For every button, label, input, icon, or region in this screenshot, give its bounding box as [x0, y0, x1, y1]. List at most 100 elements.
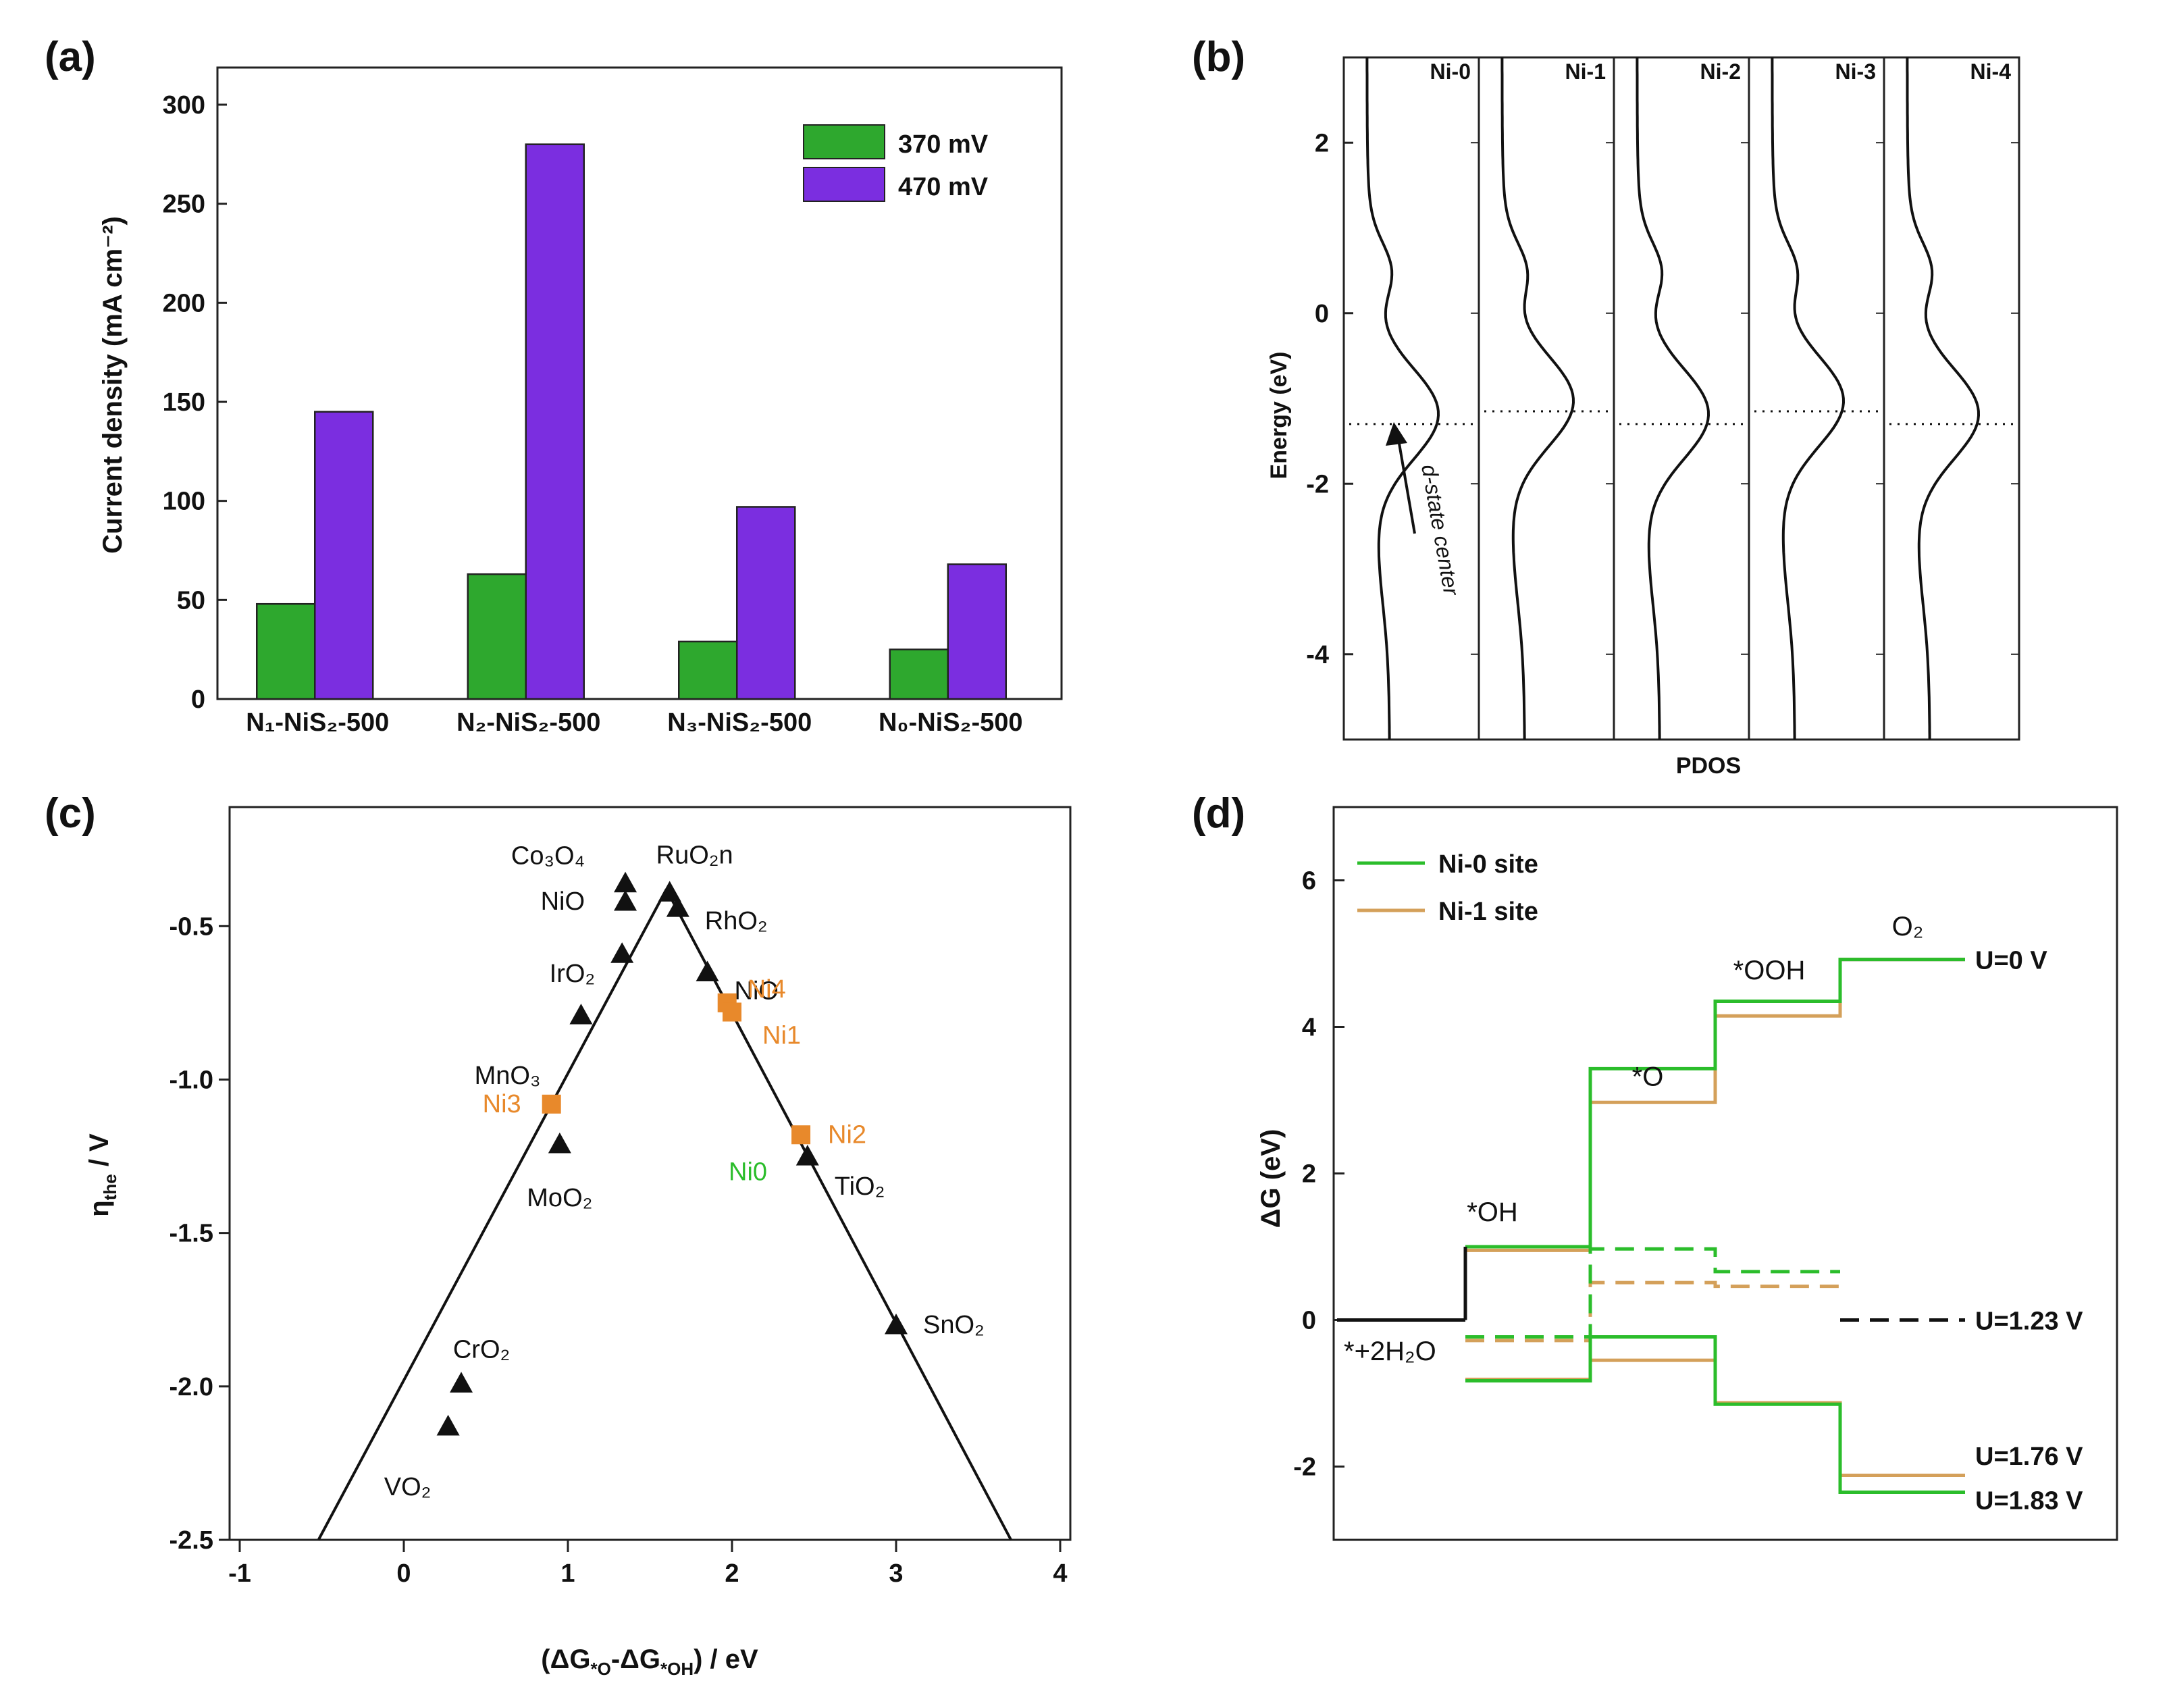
panel-c-axes: -1 0 1 2 3 4 -2.5 -2.0 -1.5 -1.0 -0.5	[169, 912, 1068, 1588]
y-tick-label: 2	[1302, 1160, 1316, 1189]
y-tick-label: -4	[1306, 641, 1329, 669]
panel-label-b: (b)	[1192, 34, 1245, 80]
y-tick-label: 0	[1302, 1307, 1316, 1335]
pdos-panel-label-4: Ni-4	[1970, 59, 2012, 84]
bar-470mv-2	[525, 143, 585, 700]
legend-label-ni1: Ni-1 site	[1438, 898, 1538, 926]
volcano-point-triangle	[610, 942, 634, 963]
volcano-point-label: MoO₂	[527, 1184, 592, 1212]
panel-a-y-axis: 0 50 100 150 200 250 300	[163, 91, 227, 714]
panel-label-a: (a)	[45, 34, 96, 80]
y-tick-label: 150	[163, 388, 205, 417]
panel-d-step-lines	[1337, 958, 1965, 1494]
panel-a-bar-chart: 0 50 100 150 200 250 300 N₁-NiS₂-500 N₂-NiS₂-50…	[98, 66, 1063, 737]
bar-470mv-1	[314, 411, 374, 700]
x-tick-label: 3	[889, 1559, 903, 1588]
y-tick-label: -2.0	[169, 1373, 213, 1401]
x-category-label: N₃-NiS₂-500	[667, 708, 812, 737]
d-state-center-arrow	[1396, 435, 1416, 534]
volcano-point-triangle	[614, 871, 637, 893]
ni-site-label: Ni0	[729, 1158, 767, 1186]
panel-c-ylabel-sub: the	[100, 1174, 120, 1200]
volcano-point-triangle	[696, 960, 719, 982]
panel-c-ylabel-main: η	[84, 1200, 114, 1216]
panel-a-y-axis-label: Current density (mA cm⁻²)	[98, 216, 128, 554]
volcano-point-label: SnO₂	[923, 1311, 985, 1339]
legend-swatch-370mv	[803, 124, 885, 159]
d-state-center-arrowhead	[1386, 422, 1407, 446]
step-label: *OH	[1467, 1197, 1518, 1227]
volcano-point-label: VO₂	[384, 1473, 432, 1501]
pdos-curve-3	[1771, 57, 1846, 740]
y-tick-label: 0	[191, 685, 205, 714]
panel-label-d: (d)	[1192, 790, 1245, 837]
y-tick-label: 4	[1302, 1014, 1316, 1042]
y-tick-label: -2	[1293, 1453, 1316, 1482]
panel-c-xlabel-part-3: -ΔG	[611, 1645, 660, 1674]
y-tick-label: 50	[177, 586, 205, 615]
y-tick-label: -2	[1306, 470, 1329, 498]
ni0-u123-path	[1465, 1247, 1840, 1339]
panel-label-c: (c)	[45, 790, 96, 837]
legend-swatch-470mv	[803, 167, 885, 202]
potential-label: U=0 V	[1975, 947, 2047, 975]
ni-site-label: Ni2	[828, 1120, 866, 1149]
pdos-curve-4	[1906, 57, 1981, 740]
pdos-panel-label-3: Ni-3	[1835, 59, 1876, 84]
volcano-left-line	[317, 888, 668, 1541]
volcano-point-label: NiO	[735, 977, 779, 1005]
volcano-point-triangle	[569, 1004, 593, 1025]
volcano-point-triangle	[436, 1414, 460, 1436]
volcano-point-triangle	[548, 1132, 571, 1154]
y-tick-label: 6	[1302, 867, 1316, 896]
potential-label: U=1.76 V	[1975, 1443, 2083, 1471]
x-tick-label: 2	[725, 1559, 739, 1588]
bar-370mv-4	[889, 648, 949, 700]
volcano-point-triangle	[450, 1372, 473, 1393]
bar-370mv-2	[467, 573, 527, 700]
legend-label-370mv: 370 mV	[898, 130, 989, 159]
x-category-label: N₂-NiS₂-500	[456, 708, 600, 737]
ni-site-label: Ni3	[483, 1090, 521, 1118]
pdos-curve-0	[1365, 57, 1440, 740]
bar-470mv-4	[947, 563, 1007, 700]
panel-b-x-axis-label: PDOS	[1676, 753, 1741, 779]
ni-site-marker	[723, 1002, 741, 1022]
panel-d-y-axis-label: ΔG (eV)	[1256, 1129, 1286, 1228]
y-tick-label: 100	[163, 488, 205, 516]
panel-c-frame	[228, 806, 1072, 1541]
bar-370mv-3	[678, 640, 738, 700]
y-tick-label: 250	[163, 190, 205, 219]
panel-d-y-axis: -2 0 2 4 6	[1293, 867, 1344, 1482]
panel-b-pdos-panels: Ni-0 Ni-1 Ni-2 Ni-3 Ni-4	[1342, 56, 2020, 741]
ni-site-label: Ni4	[748, 975, 786, 1004]
panel-d-legend: Ni-0 site Ni-1 site	[1357, 850, 1538, 926]
panel-a-bars	[256, 143, 1007, 700]
panel-c-ylabel-tail: / V	[84, 1133, 114, 1174]
panel-c-xlabel-part-2: *O	[590, 1659, 610, 1679]
y-tick-label: -1.5	[169, 1220, 213, 1248]
x-tick-label: 1	[560, 1559, 575, 1588]
step-label: O₂	[1892, 912, 1924, 941]
legend-label-ni0: Ni-0 site	[1438, 850, 1538, 879]
panel-b-y-axis-label: Energy (eV)	[1266, 352, 1292, 480]
legend-label-470mv: 470 mV	[898, 173, 989, 201]
panel-a-x-axis: N₁-NiS₂-500 N₂-NiS₂-500 N₃-NiS₂-500 N₀-NiS₂…	[246, 708, 1022, 737]
volcano-point-triangle	[666, 896, 689, 917]
panel-c-points: Co₃O₄ NiO RuO₂n RhO₂ IrO₂ NiO MnO₃ MoO₂ TiO₂ SnO₂…	[384, 841, 985, 1501]
ni1-u123-path	[1465, 1280, 1840, 1343]
volcano-point-label: RuO₂n	[656, 841, 733, 869]
potential-label: U=1.83 V	[1975, 1486, 2083, 1515]
bar-370mv-1	[256, 602, 316, 700]
ni-site-marker	[542, 1094, 561, 1114]
volcano-point-label: IrO₂	[550, 960, 596, 988]
ni0-u183-path	[1465, 1335, 1965, 1494]
volcano-point-triangle	[795, 1145, 819, 1166]
pdos-curve-2	[1636, 57, 1710, 740]
y-tick-label: 200	[163, 289, 205, 317]
volcano-point-label: MnO₃	[475, 1062, 541, 1090]
panel-c-xlabel-part-1: (ΔG	[541, 1645, 590, 1674]
y-tick-label: -2.5	[169, 1526, 213, 1555]
